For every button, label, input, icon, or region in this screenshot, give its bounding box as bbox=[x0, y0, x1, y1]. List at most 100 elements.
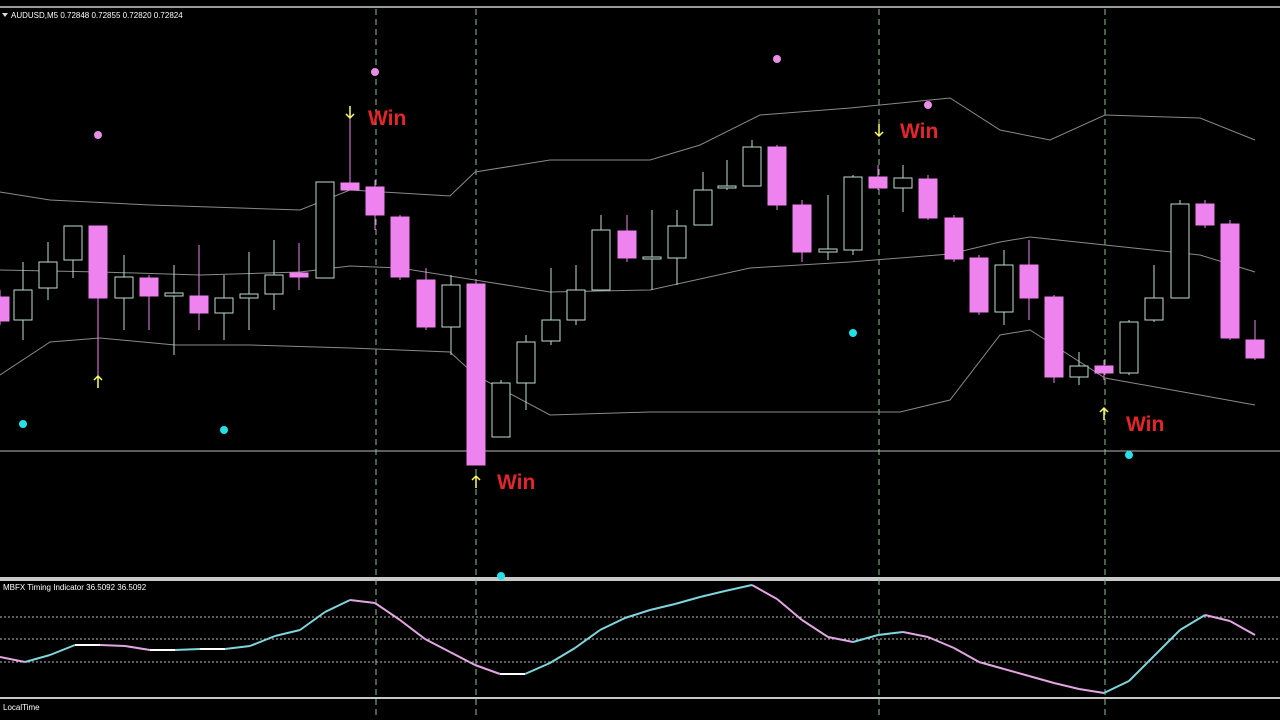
candle-body bbox=[139, 277, 159, 297]
indicator-segment bbox=[1003, 668, 1030, 677]
indicator-segment bbox=[724, 584, 753, 592]
indicator-segment bbox=[827, 636, 854, 643]
chart-layer bbox=[0, 9, 1265, 716]
candle-body bbox=[1119, 321, 1139, 374]
candle-body bbox=[239, 293, 259, 299]
indicator-segment bbox=[1179, 614, 1206, 631]
indicator-segment bbox=[399, 619, 426, 640]
candle-body bbox=[214, 297, 234, 314]
candle-body bbox=[541, 319, 561, 342]
band-line bbox=[0, 236, 1256, 293]
candle-body bbox=[491, 382, 511, 438]
signal-arrow bbox=[1099, 406, 1109, 413]
candle-body bbox=[516, 341, 536, 384]
band-line bbox=[0, 97, 1256, 211]
candle-body bbox=[818, 248, 838, 253]
symbol-info: AUDUSD,M5 0.72848 0.72855 0.72820 0.7282… bbox=[11, 11, 183, 20]
signal-dot bbox=[220, 426, 228, 434]
candle-body bbox=[843, 176, 863, 251]
candle-body bbox=[416, 279, 436, 328]
candle-body bbox=[1170, 203, 1190, 299]
indicator-segment bbox=[1103, 680, 1130, 694]
candle-body bbox=[1220, 223, 1240, 339]
indicator-segment bbox=[978, 661, 1005, 670]
indicator-segment bbox=[574, 629, 601, 649]
candle-body bbox=[1069, 365, 1089, 378]
candle-body bbox=[466, 283, 486, 466]
candle-body bbox=[264, 274, 284, 295]
indicator-segment bbox=[299, 611, 326, 631]
candle-body bbox=[969, 257, 989, 313]
indicator-segment bbox=[877, 631, 904, 636]
indicator-segment bbox=[1128, 655, 1155, 682]
indicator-segment bbox=[953, 647, 980, 663]
candle-body bbox=[0, 296, 10, 322]
candle-body bbox=[114, 276, 134, 299]
candle-body bbox=[742, 146, 762, 187]
candle-body bbox=[1195, 203, 1215, 226]
candle-body bbox=[994, 264, 1014, 313]
indicator-segment bbox=[1229, 620, 1256, 636]
candle-body bbox=[1019, 264, 1039, 299]
candle-body bbox=[1245, 339, 1265, 359]
candle-body bbox=[441, 284, 461, 328]
candle-body bbox=[868, 176, 888, 189]
indicator-segment bbox=[424, 638, 451, 653]
indicator-label: MBFX Timing Indicator 36.5092 36.5092 bbox=[3, 583, 147, 592]
signal-dot bbox=[497, 572, 505, 580]
indicator-segment bbox=[524, 662, 551, 675]
indicator-segment bbox=[751, 584, 778, 600]
candle-body bbox=[315, 181, 335, 279]
candle-body bbox=[340, 182, 360, 191]
candle-body bbox=[1094, 365, 1114, 374]
signal-dot bbox=[94, 131, 102, 139]
signal-dot bbox=[849, 329, 857, 337]
indicator-segment bbox=[174, 648, 201, 651]
bottom-separator bbox=[0, 697, 1280, 699]
win-label: Win bbox=[368, 107, 406, 130]
win-label: Win bbox=[1126, 413, 1164, 436]
candle-body bbox=[642, 256, 662, 260]
candle-body bbox=[164, 292, 184, 297]
indicator-segment bbox=[99, 644, 126, 647]
indicator-segment bbox=[624, 609, 651, 619]
candle-body bbox=[289, 272, 309, 278]
indicator-segment bbox=[699, 590, 726, 598]
candle-body bbox=[63, 225, 83, 261]
indicator-segment bbox=[249, 635, 276, 647]
candle-body bbox=[918, 178, 938, 219]
candle-body bbox=[189, 295, 209, 314]
indicator-segment bbox=[374, 602, 401, 621]
indicator-segment bbox=[1204, 614, 1231, 622]
indicator-segment bbox=[49, 644, 76, 656]
candle-body bbox=[1044, 296, 1064, 378]
indicator-segment bbox=[549, 647, 576, 664]
pane-separator bbox=[0, 577, 1280, 581]
indicator-segment bbox=[599, 617, 626, 631]
signal-arrow bbox=[874, 131, 884, 138]
indicator-segment bbox=[1028, 675, 1055, 684]
candle-body bbox=[13, 289, 33, 321]
indicator-segment bbox=[927, 636, 955, 649]
candle-body bbox=[717, 185, 737, 189]
signal-arrow bbox=[93, 374, 103, 381]
signal-arrow bbox=[471, 474, 481, 481]
candle-body bbox=[767, 146, 787, 206]
indicator-segment bbox=[776, 598, 803, 621]
indicator-segment bbox=[474, 664, 501, 675]
candle-body bbox=[390, 216, 410, 278]
indicator-segment bbox=[852, 634, 879, 643]
indicator-segment bbox=[1053, 682, 1080, 690]
indicator-segment bbox=[649, 603, 676, 611]
signal-dot bbox=[19, 420, 27, 428]
footer-label: LocalTime bbox=[3, 703, 40, 712]
candle-body bbox=[792, 204, 812, 253]
indicator-segment bbox=[24, 654, 51, 663]
indicator-segment bbox=[0, 656, 26, 663]
signal-dot bbox=[371, 68, 379, 76]
candle-body bbox=[88, 225, 108, 299]
indicator-segment bbox=[902, 631, 929, 638]
indicator-segment bbox=[449, 651, 476, 666]
